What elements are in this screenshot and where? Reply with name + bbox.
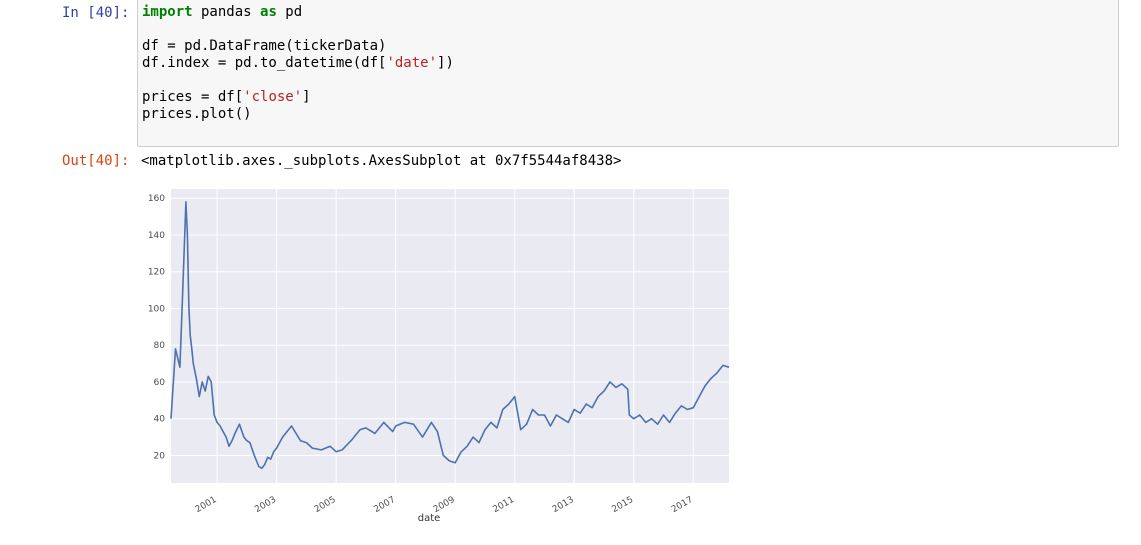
code-token: ])	[437, 55, 454, 71]
input-prompt: In [40]:	[62, 5, 130, 21]
code-token: df = pd.DataFrame(tickerData)	[142, 38, 387, 54]
code-token: prices.plot()	[142, 106, 252, 122]
code-token: df.index = pd.to_datetime(df[	[142, 55, 387, 71]
x-tick-label: 2007	[372, 495, 397, 515]
code-token: ]	[302, 89, 311, 105]
output-prompt: Out[40]:	[62, 153, 130, 169]
y-tick-label: 100	[148, 304, 165, 314]
code-token: as	[260, 4, 277, 20]
x-tick-label: 2013	[551, 495, 576, 515]
code-cell-editor[interactable]: import pandas as pd df = pd.DataFrame(tic…	[137, 0, 1119, 147]
y-tick-label: 20	[154, 451, 166, 461]
x-tick-label: 2017	[670, 495, 695, 515]
code-line: df = pd.DataFrame(tickerData)	[142, 38, 386, 55]
x-axis-label: date	[418, 513, 441, 524]
y-tick-label: 120	[148, 268, 165, 278]
code-line: prices = df['close']	[142, 89, 311, 106]
x-tick-label: 2011	[491, 495, 516, 515]
x-tick-label: 2015	[610, 495, 635, 515]
code-line: prices.plot()	[142, 106, 252, 123]
x-tick-label: 2003	[253, 495, 278, 515]
x-tick-label: 2001	[194, 495, 219, 515]
price-series-line	[170, 201, 730, 470]
y-tick-label: 60	[154, 378, 166, 388]
plot-area	[171, 189, 729, 483]
code-token: pandas	[192, 4, 261, 20]
x-tick-label: 2005	[313, 495, 338, 515]
code-token: pd	[276, 4, 303, 20]
code-line: import pandas as pd	[142, 4, 302, 21]
output-text: <matplotlib.axes._subplots.AxesSubplot a…	[141, 153, 622, 169]
code-token: 'close'	[243, 89, 303, 105]
x-tick-label: 2009	[432, 495, 457, 515]
y-tick-label: 160	[148, 194, 165, 204]
y-tick-label: 140	[148, 231, 165, 241]
code-line: df.index = pd.to_datetime(df['date'])	[142, 55, 454, 72]
line-plot: 20 40 60 80 100 120 140 160 2001 2003 2005 2007 2009…	[148, 189, 730, 524]
code-token: import	[142, 4, 193, 20]
y-tick-label: 40	[154, 415, 166, 425]
y-tick-label: 80	[154, 341, 166, 351]
code-token: 'date'	[386, 55, 438, 71]
code-token: prices = df[	[142, 89, 244, 105]
